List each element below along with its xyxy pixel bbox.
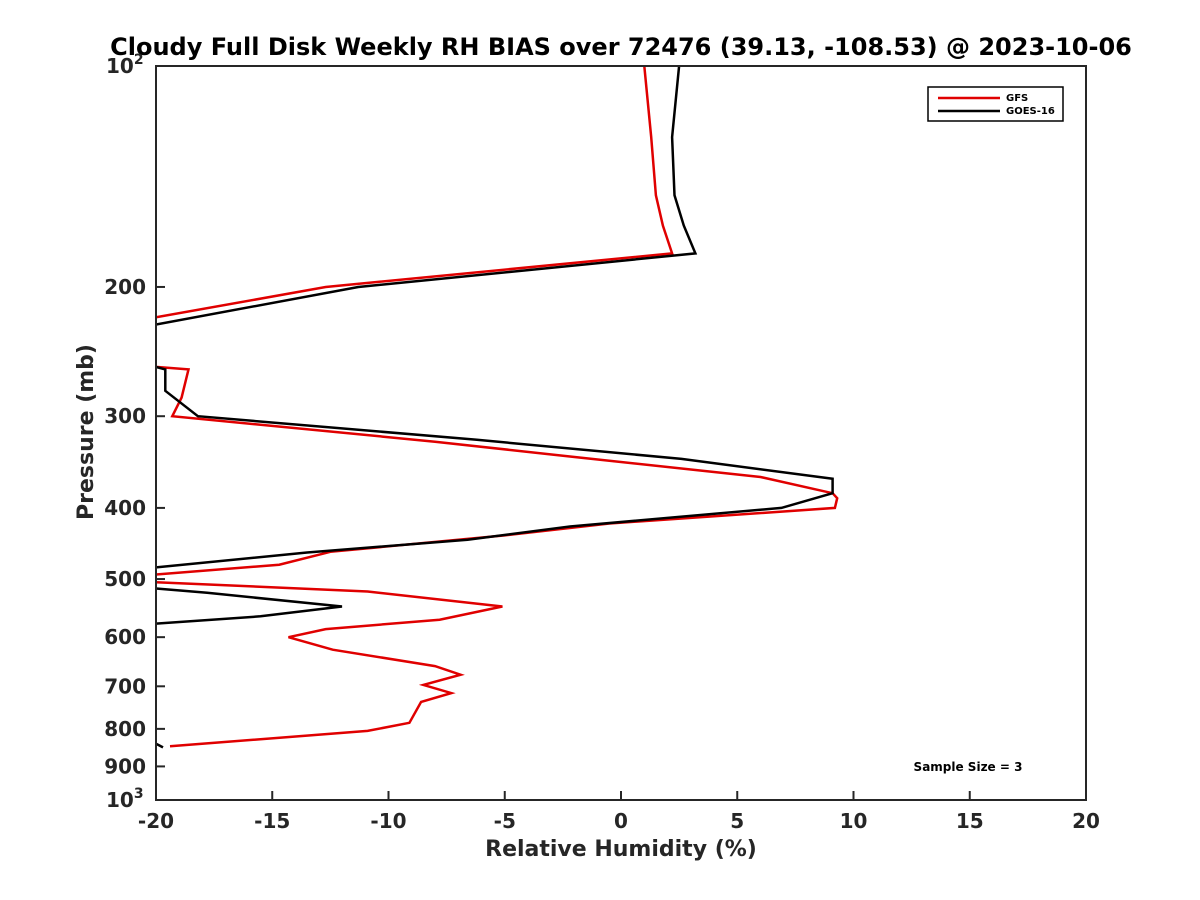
y-tick-label: 102 [106, 52, 144, 78]
x-tick-label: 15 [956, 809, 984, 833]
x-tick-label: 5 [730, 809, 744, 833]
series-line-gfs-0 [156, 66, 674, 319]
legend-box [927, 86, 1064, 122]
y-tick-label: 900 [104, 754, 146, 778]
x-axis-label: Relative Humidity (%) [485, 837, 757, 862]
y-tick-label: 800 [104, 717, 146, 741]
y-tick-label: 300 [104, 404, 146, 428]
y-tick-label: 600 [104, 625, 146, 649]
series-layer [156, 66, 839, 749]
legend-label-goes16: GOES-16 [1006, 106, 1055, 117]
x-tick-label: 0 [614, 809, 628, 833]
series-line-goes16-1 [156, 365, 834, 569]
series-line-goes16-2 [156, 587, 343, 625]
x-tick-label: 20 [1072, 809, 1100, 833]
x-tick-label: -15 [254, 809, 290, 833]
x-tick-label: -20 [138, 809, 174, 833]
x-tick-label: -10 [370, 809, 406, 833]
x-tick-label: 10 [840, 809, 868, 833]
series-line-gfs-2 [156, 580, 503, 748]
chart-title: Cloudy Full Disk Weekly RH BIAS over 724… [110, 33, 1132, 61]
legend: GFS GOES-16 [927, 86, 1064, 122]
y-tick-label: 500 [104, 567, 146, 591]
series-line-goes16-3 [156, 742, 164, 749]
x-tick-label: -5 [494, 809, 516, 833]
x-axis: -20 -15 -10 -5 0 5 10 15 20 [138, 791, 1100, 833]
series-line-goes16-0 [156, 66, 698, 326]
y-tick-label: 200 [104, 275, 146, 299]
sample-size-annotation: Sample Size = 3 [914, 760, 1023, 774]
y-axis-label: Pressure (mb) [74, 344, 99, 520]
y-tick-label: 400 [104, 496, 146, 520]
y-tick-label: 700 [104, 674, 146, 698]
legend-label-gfs: GFS [1006, 93, 1028, 104]
